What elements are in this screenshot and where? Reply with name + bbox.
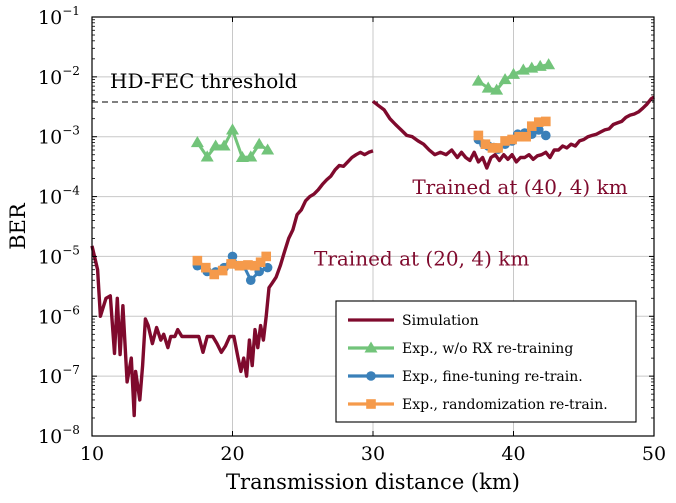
threshold-label: HD-FEC threshold <box>110 69 298 93</box>
legend-marker <box>364 341 378 353</box>
y-tick-label: 10−4 <box>38 184 80 209</box>
data-point <box>526 121 537 131</box>
legend-item: Simulation <box>348 313 479 329</box>
x-tick-label: 20 <box>220 443 244 465</box>
legend-label: Simulation <box>402 313 479 329</box>
series-line <box>90 149 374 418</box>
y-tick-label: 10−3 <box>38 124 80 149</box>
data-point <box>255 257 266 268</box>
data-point <box>500 136 510 146</box>
y-tick-label: 10−8 <box>38 423 80 448</box>
data-point <box>245 275 256 286</box>
y-tick-label: 10−6 <box>38 303 80 328</box>
series-line <box>371 95 655 170</box>
x-tick-label: 10 <box>80 443 104 465</box>
legend-item: Exp., w/o RX re-training <box>348 341 573 357</box>
threshold-group: HD-FEC threshold <box>92 69 654 103</box>
legend-label: Exp., w/o RX re-training <box>402 341 573 357</box>
data-point <box>521 131 531 142</box>
data-point <box>243 260 253 270</box>
data-point <box>226 259 236 269</box>
legend-marker <box>366 371 376 381</box>
data-point <box>480 139 491 149</box>
data-point <box>190 136 204 148</box>
data-point <box>226 123 239 135</box>
data-point <box>541 116 551 127</box>
data-point <box>227 251 238 262</box>
data-point <box>200 150 214 162</box>
x-tick-label: 40 <box>501 443 525 465</box>
data-point <box>250 260 260 271</box>
data-point <box>481 81 495 93</box>
data-point <box>471 74 485 86</box>
legend-item: Exp., fine-tuning re-train. <box>348 369 583 385</box>
data-point <box>209 269 220 280</box>
data-point <box>192 255 203 266</box>
x-tick-label: 50 <box>642 443 666 465</box>
annotation-label: Trained at (40, 4) km <box>412 175 627 199</box>
data-point <box>217 139 231 151</box>
data-point <box>514 131 524 142</box>
data-point <box>209 139 223 151</box>
data-point <box>217 265 228 276</box>
data-point <box>244 150 258 162</box>
y-axis-title: BER <box>6 202 30 250</box>
data-point <box>498 73 512 85</box>
data-point <box>261 143 275 155</box>
data-point <box>490 83 504 95</box>
data-point <box>493 143 503 153</box>
y-tick-label: 10−5 <box>38 243 80 268</box>
series-3 <box>192 116 551 280</box>
legend-item: Exp., randomization re-train. <box>348 397 608 413</box>
data-point <box>473 130 484 141</box>
data-point <box>234 260 245 271</box>
data-point <box>542 58 556 70</box>
data-point <box>533 117 544 127</box>
y-tick-label: 10−1 <box>38 4 80 29</box>
annotation-group: Trained at (20, 4) km Trained at (40, 4) … <box>314 175 628 271</box>
data-point <box>487 143 498 153</box>
x-tick-label: 30 <box>361 443 385 465</box>
data-point <box>201 262 211 273</box>
series-group <box>90 58 655 418</box>
data-point <box>507 134 517 145</box>
legend-label: Exp., fine-tuning re-train. <box>402 369 583 385</box>
data-point <box>541 130 551 141</box>
y-tick-label: 10−7 <box>38 363 80 388</box>
legend-label: Exp., randomization re-train. <box>402 397 608 413</box>
legend: Simulation Exp., w/o RX re-training Exp., … <box>335 300 637 423</box>
axis-ticks: 10 20 30 40 50 10−8 10−7 10−6 10−5 10−4 10−3 10−2 10… <box>38 4 666 465</box>
data-point <box>252 137 266 149</box>
y-tick-label: 10−2 <box>38 64 80 89</box>
data-point <box>261 251 272 262</box>
annotation-label: Trained at (20, 4) km <box>314 247 529 271</box>
series-0 <box>90 95 655 418</box>
series-1 <box>190 58 556 163</box>
legend-marker <box>366 399 376 409</box>
x-axis-title: Transmission distance (km) <box>226 470 520 494</box>
data-point <box>507 67 520 79</box>
